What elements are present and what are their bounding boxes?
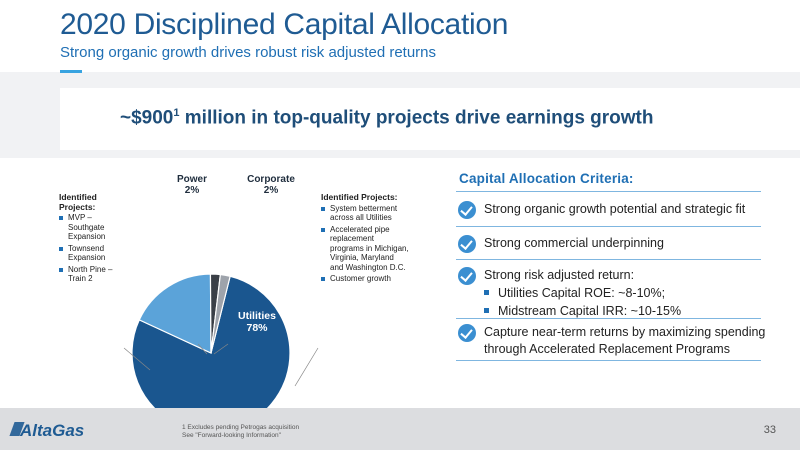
headline-banner <box>60 88 800 150</box>
altagas-logo: AltaGas <box>9 421 84 441</box>
pie-slice-corporate <box>210 273 231 354</box>
power-leader-line <box>197 343 208 355</box>
criteria-sub-item: Utilities Capital ROE: ~8-10%; <box>484 285 665 302</box>
utilities-label: Utilities 78% <box>238 310 276 334</box>
slide-subtitle: Strong organic growth drives robust risk… <box>60 44 437 61</box>
power-label: Power 2% <box>176 174 207 196</box>
divider <box>456 360 761 361</box>
divider <box>456 226 761 227</box>
divider <box>456 318 761 319</box>
title-accent-line <box>60 70 82 73</box>
pie-slice-utilities <box>131 275 291 408</box>
list-item: North Pine – Train 2 <box>59 265 129 284</box>
divider <box>456 259 761 260</box>
midstream-label: Midstream 18% <box>155 238 209 262</box>
list-item: Townsend Expansion <box>59 244 129 263</box>
list-item: Accelerated pipe replacement programs in… <box>321 225 409 273</box>
checkmark-icon <box>458 324 476 342</box>
corporate-leader-line <box>213 343 229 355</box>
footnote: 1 Excludes pending Petrogas acquisition S… <box>182 424 300 439</box>
pie-chart <box>123 273 319 408</box>
midstream-projects: Identified Projects: MVP – Southgate Exp… <box>59 192 129 286</box>
pie-slice-midstream <box>138 273 212 354</box>
utilities-projects: Identified Projects: System betterment a… <box>321 192 409 284</box>
list-item: MVP – Southgate Expansion <box>59 213 129 242</box>
checkmark-icon <box>458 235 476 253</box>
page-number: 33 <box>763 424 776 436</box>
divider <box>456 191 761 192</box>
footer-bar <box>0 408 800 450</box>
list-item: System betterment across all Utilities <box>321 204 409 223</box>
list-item: Customer growth <box>321 274 409 284</box>
utilities-leader-line <box>294 347 319 387</box>
checkmark-icon <box>458 201 476 219</box>
headline-text: ~$9001 million in top-quality projects d… <box>120 107 654 129</box>
criteria-sub-item: Midstream Capital IRR: ~10-15% <box>484 303 681 320</box>
criteria-title: Capital Allocation Criteria: <box>459 171 634 186</box>
corporate-label: Corporate 2% <box>247 174 295 196</box>
checkmark-icon <box>458 267 476 285</box>
midstream-leader-line <box>123 347 151 371</box>
slide-title: 2020 Disciplined Capital Allocation <box>60 8 509 41</box>
